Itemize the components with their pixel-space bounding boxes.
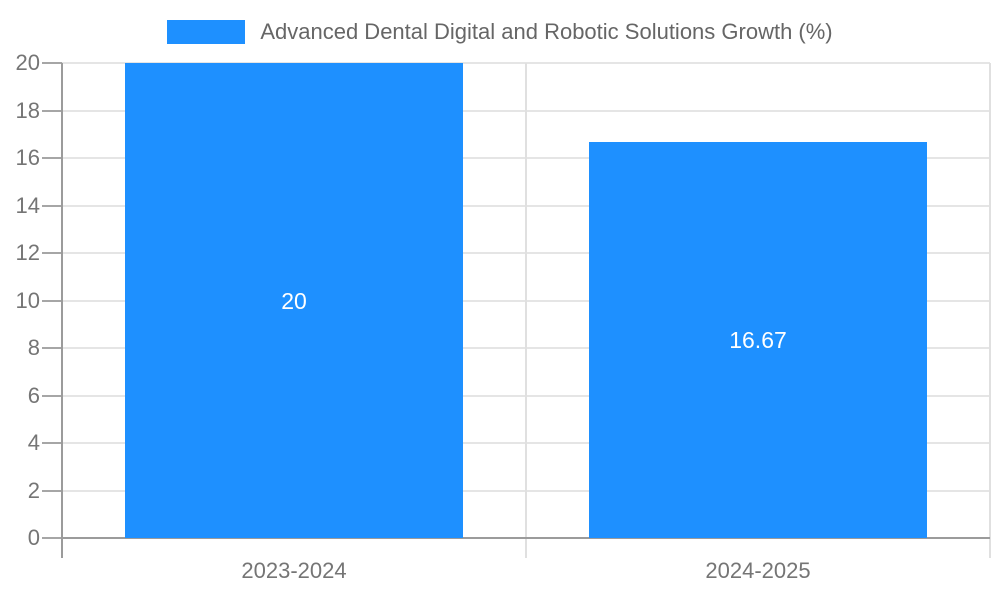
y-axis-tick-label: 4	[27, 430, 40, 455]
y-axis-tick-label: 20	[15, 50, 40, 75]
y-axis-tick-label: 14	[15, 192, 40, 218]
y-axis-tick-label: 8	[27, 335, 40, 360]
y-axis-tick	[42, 252, 62, 254]
y-axis-tick-label: 12	[15, 240, 40, 265]
y-axis-tick	[42, 157, 62, 159]
y-axis-tick	[42, 442, 62, 444]
chart-legend: Advanced Dental Digital and Robotic Solu…	[0, 18, 1000, 46]
x-axis-tick-label: 2023-2024	[241, 558, 347, 583]
category-divider-line	[525, 63, 527, 558]
y-axis-tick-label: 18	[15, 97, 40, 123]
y-axis-tick-label: 16	[15, 145, 40, 170]
y-axis-tick-label: 10	[15, 287, 40, 313]
bar-value-label: 16.67	[729, 327, 787, 354]
y-axis-tick	[42, 489, 62, 492]
y-axis-tick-label: 2	[27, 477, 40, 503]
bar[interactable]	[589, 142, 927, 538]
y-axis-tick-label: 6	[27, 382, 40, 408]
legend-label: Advanced Dental Digital and Robotic Solu…	[260, 19, 833, 44]
legend-swatch	[167, 20, 246, 44]
y-axis-tick	[42, 109, 62, 112]
x-axis-line	[61, 537, 990, 539]
plot-right-border	[989, 63, 991, 558]
y-axis-line	[61, 63, 63, 558]
y-axis-tick	[42, 537, 62, 539]
y-axis-tick	[42, 299, 62, 302]
y-axis-tick	[42, 62, 62, 64]
x-axis-tick-label: 2024-2025	[705, 558, 811, 583]
y-axis-tick	[42, 347, 62, 349]
y-axis-tick-label: 0	[27, 525, 40, 550]
legend-item[interactable]: Advanced Dental Digital and Robotic Solu…	[167, 18, 833, 46]
bar-value-label: 20	[281, 287, 307, 314]
y-axis-tick	[42, 394, 62, 397]
bar[interactable]	[125, 63, 463, 538]
y-axis-tick	[42, 204, 62, 207]
